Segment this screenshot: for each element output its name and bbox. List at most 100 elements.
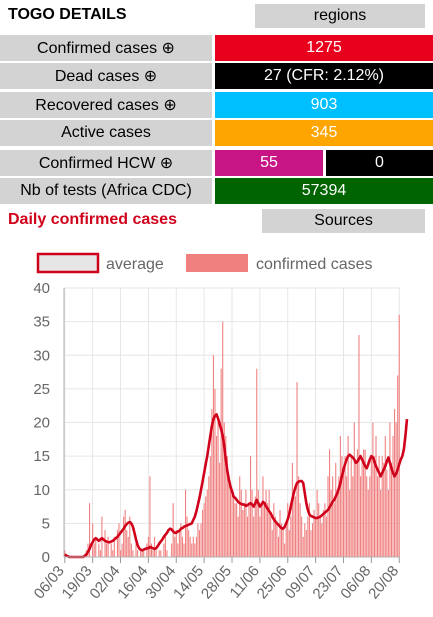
bar <box>163 543 165 557</box>
bar <box>296 382 298 557</box>
bar <box>143 550 145 557</box>
bar <box>95 536 97 557</box>
bar <box>327 476 329 557</box>
bar <box>321 523 323 557</box>
bar <box>265 489 267 557</box>
bar <box>287 503 289 557</box>
bar <box>271 530 273 557</box>
dead-row[interactable]: Dead cases ⊕ 27 (CFR: 2.12%) <box>0 63 433 89</box>
bar <box>89 503 91 557</box>
bar <box>188 530 190 557</box>
active-row: Active cases 345 <box>0 120 433 146</box>
bar <box>325 516 327 557</box>
bar <box>358 335 360 557</box>
bar <box>332 476 334 557</box>
bar <box>194 543 196 557</box>
bar <box>123 516 125 557</box>
bar <box>236 503 238 557</box>
bar <box>217 422 219 557</box>
bar <box>106 543 108 557</box>
bar <box>308 503 310 557</box>
x-tick-label: 20/08 <box>365 563 402 603</box>
bar <box>353 422 355 557</box>
bar <box>305 530 307 557</box>
bar <box>118 523 120 557</box>
recovered-label[interactable]: Recovered cases ⊕ <box>0 92 212 118</box>
hcw-value-2: 0 <box>326 150 433 176</box>
bar <box>301 516 303 557</box>
bar <box>233 496 235 557</box>
hcw-label[interactable]: Confirmed HCW ⊕ <box>0 150 212 176</box>
bar <box>154 536 156 557</box>
tests-row: Nb of tests (Africa CDC) 57394 <box>0 178 433 204</box>
bar <box>234 503 236 557</box>
bar <box>174 536 176 557</box>
active-value: 345 <box>215 120 433 146</box>
bar <box>398 314 400 557</box>
confirmed-label[interactable]: Confirmed cases ⊕ <box>0 35 212 61</box>
page-title: TOGO DETAILS <box>8 6 127 23</box>
recovered-value: 903 <box>215 92 433 118</box>
bar <box>146 543 148 557</box>
bar <box>132 550 134 557</box>
bar <box>113 536 115 557</box>
bar <box>274 516 276 557</box>
bar <box>366 476 368 557</box>
bar <box>291 462 293 557</box>
bar <box>129 516 131 557</box>
recovered-row[interactable]: Recovered cases ⊕ 903 <box>0 92 433 118</box>
bar <box>293 489 295 557</box>
bar <box>124 509 126 557</box>
hcw-row[interactable]: Confirmed HCW ⊕ 55 0 <box>0 150 433 176</box>
bar <box>101 516 103 557</box>
bar <box>140 550 142 557</box>
bar <box>267 503 269 557</box>
bar <box>359 476 362 557</box>
bar <box>225 435 227 557</box>
bar <box>202 509 204 557</box>
regions-button[interactable]: regions <box>255 4 425 28</box>
bar <box>149 476 151 557</box>
y-tick-label: 10 <box>33 482 50 499</box>
x-tick-label: 23/07 <box>309 563 346 603</box>
bar <box>137 550 139 557</box>
bar <box>253 516 255 557</box>
bar <box>99 550 101 557</box>
bar <box>229 489 231 557</box>
bar <box>318 503 320 557</box>
sources-button[interactable]: Sources <box>262 209 425 233</box>
bar <box>130 543 132 557</box>
confirmed-row[interactable]: Confirmed cases ⊕ 1275 <box>0 35 433 61</box>
legend-label-average: average <box>106 256 164 273</box>
bar <box>299 503 301 557</box>
y-tick-label: 15 <box>33 448 50 465</box>
bar <box>116 530 118 557</box>
bar <box>282 530 284 557</box>
section-title: Daily confirmed cases <box>8 211 177 228</box>
bar <box>387 489 389 557</box>
bar <box>250 456 252 557</box>
bar <box>107 536 109 557</box>
bar <box>279 509 281 557</box>
bar <box>245 489 247 557</box>
legend-item-confirmed-cases[interactable]: confirmed cases <box>186 254 373 273</box>
bar <box>197 523 199 557</box>
legend-item-average[interactable]: average <box>36 252 164 274</box>
bar <box>298 476 300 557</box>
bar <box>330 489 332 557</box>
bar <box>270 516 272 557</box>
bar <box>237 516 239 557</box>
bar <box>268 489 270 557</box>
bar <box>214 388 216 557</box>
bar <box>363 449 365 557</box>
bar <box>377 476 379 557</box>
bar <box>205 496 207 557</box>
dead-label[interactable]: Dead cases ⊕ <box>0 63 212 89</box>
bar <box>319 516 321 557</box>
bar <box>307 516 309 557</box>
bar <box>335 462 337 557</box>
x-tick-label: 02/04 <box>86 563 123 603</box>
y-tick-label: 0 <box>42 549 50 566</box>
bar <box>344 456 346 557</box>
bar <box>220 368 222 557</box>
